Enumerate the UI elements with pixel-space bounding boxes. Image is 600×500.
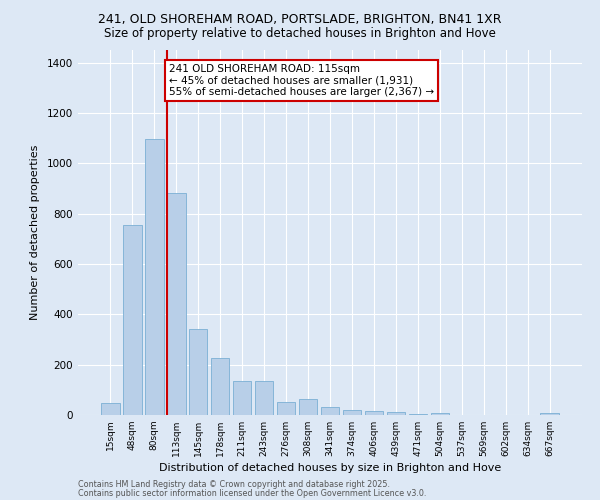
Bar: [320, 408, 340, 415]
Bar: [299, 400, 317, 415]
X-axis label: Distribution of detached houses by size in Brighton and Hove: Distribution of detached houses by size …: [159, 463, 501, 473]
Bar: [167, 194, 185, 415]
Text: 241 OLD SHOREHAM ROAD: 115sqm
← 45% of detached houses are smaller (1,931)
55% o: 241 OLD SHOREHAM ROAD: 115sqm ← 45% of d…: [169, 64, 434, 97]
Bar: [431, 413, 449, 415]
Bar: [386, 412, 405, 415]
Bar: [189, 330, 208, 415]
Y-axis label: Number of detached properties: Number of detached properties: [30, 145, 40, 320]
Text: Contains public sector information licensed under the Open Government Licence v3: Contains public sector information licen…: [78, 488, 427, 498]
Bar: [277, 402, 295, 415]
Bar: [145, 140, 164, 415]
Bar: [541, 413, 559, 415]
Text: Size of property relative to detached houses in Brighton and Hove: Size of property relative to detached ho…: [104, 28, 496, 40]
Bar: [123, 225, 142, 415]
Bar: [409, 414, 427, 415]
Bar: [255, 380, 274, 415]
Bar: [365, 410, 383, 415]
Text: Contains HM Land Registry data © Crown copyright and database right 2025.: Contains HM Land Registry data © Crown c…: [78, 480, 390, 489]
Bar: [211, 358, 229, 415]
Text: 241, OLD SHOREHAM ROAD, PORTSLADE, BRIGHTON, BN41 1XR: 241, OLD SHOREHAM ROAD, PORTSLADE, BRIGH…: [98, 12, 502, 26]
Bar: [101, 403, 119, 415]
Bar: [343, 410, 361, 415]
Bar: [233, 380, 251, 415]
